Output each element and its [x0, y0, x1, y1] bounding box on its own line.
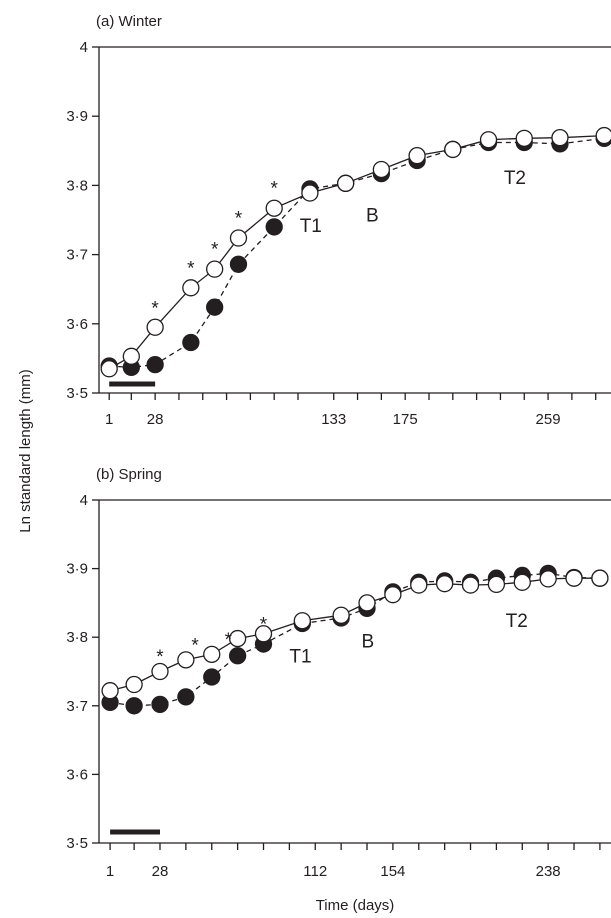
point-open	[100, 360, 118, 378]
point-open	[551, 129, 569, 147]
significance-asterisk: *	[260, 615, 268, 636]
point-open	[332, 606, 350, 624]
y-tick-label: 3·6	[66, 316, 88, 333]
annotation-label-b: B	[361, 632, 374, 653]
point-filled	[146, 355, 164, 374]
point-open	[408, 146, 426, 165]
series-line-open	[109, 577, 600, 692]
point-open	[146, 318, 164, 336]
x-tick-label: 259	[536, 411, 561, 428]
significance-asterisk: *	[225, 630, 233, 651]
point-open	[254, 625, 273, 643]
y-tick-label: 4	[80, 492, 88, 509]
chart-panel-b: (b) Spring 3·5 3·6 3·7 3·8 3·9 4 1 28 112 154 238 * *…	[66, 466, 611, 880]
point-open	[122, 347, 140, 365]
point-open	[151, 662, 169, 681]
chart-panels: (a) Winter 3·5 3·6 3·7 3·8 3·9 4 1 28 133 175 259 * *…	[66, 13, 611, 880]
series-line-open	[108, 134, 605, 370]
point-open	[177, 651, 195, 669]
significance-asterisk: *	[191, 635, 199, 656]
annotation-label-b: B	[366, 205, 379, 226]
x-tick-label: 238	[536, 863, 561, 880]
point-filled	[265, 218, 283, 236]
treatment-bar	[109, 381, 156, 387]
x-axis-label: Time (days)	[316, 897, 395, 914]
x-tick-label: 175	[393, 411, 418, 428]
y-axis-label: Ln standard length (mm)	[17, 369, 34, 532]
x-tick-label: 1	[105, 411, 113, 428]
point-filled	[229, 255, 248, 273]
annotation-label-t1: T1	[289, 647, 311, 668]
annotation-label-t1: T1	[300, 216, 322, 237]
series-line-filled	[110, 572, 600, 707]
point-open	[203, 645, 221, 663]
y-tick-label: 3·8	[66, 629, 88, 646]
point-filled	[182, 333, 200, 352]
point-filled	[206, 298, 224, 316]
significance-asterisk: *	[187, 258, 195, 279]
point-filled	[228, 647, 247, 665]
y-tick-label: 3·7	[66, 247, 88, 264]
point-open	[228, 629, 247, 648]
point-open	[101, 682, 119, 700]
x-tick-label: 112	[303, 863, 327, 880]
y-tick-label: 3·5	[66, 385, 88, 402]
y-tick-label: 3·9	[66, 561, 88, 578]
x-tick-label: 28	[147, 411, 164, 428]
treatment-bar	[110, 829, 160, 835]
annotation-label-t2: T2	[504, 168, 526, 189]
point-open	[265, 199, 283, 217]
point-open	[435, 575, 454, 593]
x-tick-label: 154	[380, 863, 405, 880]
point-filled	[177, 688, 195, 706]
point-open	[591, 569, 609, 587]
point-open	[479, 131, 498, 149]
point-open	[301, 184, 319, 202]
point-open	[461, 576, 480, 594]
significance-asterisk: *	[156, 647, 164, 668]
point-open	[229, 229, 248, 247]
point-open	[487, 575, 506, 594]
point-open	[384, 586, 402, 604]
point-open	[182, 279, 200, 297]
y-tick-label: 3·8	[66, 177, 88, 194]
point-open	[293, 612, 311, 630]
significance-asterisk: *	[211, 240, 219, 261]
point-open	[125, 675, 143, 694]
point-open	[358, 594, 376, 612]
point-filled	[151, 695, 169, 714]
point-open	[206, 260, 224, 278]
point-open	[336, 174, 355, 192]
panel-title: (a) Winter	[96, 13, 162, 30]
point-open	[595, 126, 611, 145]
point-open	[565, 569, 583, 587]
point-open	[410, 576, 428, 594]
series-line-filled	[109, 137, 605, 369]
point-open	[372, 160, 391, 179]
point-open	[539, 570, 557, 588]
x-tick-label: 28	[152, 863, 169, 880]
chart-panel-a: (a) Winter 3·5 3·6 3·7 3·8 3·9 4 1 28 133 175 259 * *…	[66, 13, 611, 428]
significance-asterisk: *	[151, 298, 159, 319]
y-tick-label: 3·7	[66, 698, 88, 715]
y-tick-label: 3·5	[66, 835, 88, 852]
point-filled	[203, 668, 221, 686]
point-open	[515, 129, 533, 147]
significance-asterisk: *	[270, 179, 278, 200]
y-tick-label: 3·6	[66, 766, 88, 783]
y-tick-label: 3·9	[66, 108, 88, 125]
point-open	[444, 140, 462, 159]
point-open	[513, 573, 531, 591]
significance-asterisk: *	[235, 208, 243, 229]
x-tick-label: 1	[106, 863, 114, 880]
panel-title: (b) Spring	[96, 466, 162, 483]
point-filled	[125, 697, 143, 715]
annotation-label-t2: T2	[506, 611, 528, 632]
y-tick-label: 4	[80, 39, 88, 56]
x-tick-label: 133	[321, 411, 346, 428]
